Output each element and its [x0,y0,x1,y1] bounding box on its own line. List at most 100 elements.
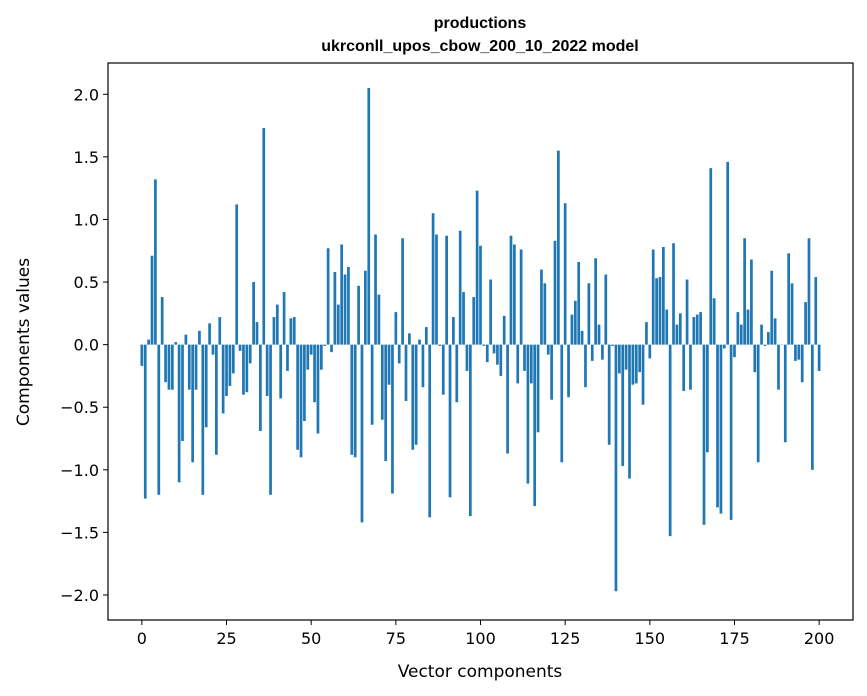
bar [689,344,692,390]
bar [472,297,476,345]
bar [543,283,547,345]
bar [438,344,442,346]
bar [516,344,520,384]
x-tick-label: 150 [635,629,666,648]
y-tick-label: 2.0 [74,85,99,104]
bar [350,344,354,455]
bar [160,297,164,345]
bar [326,248,330,345]
bar [441,344,445,395]
bar [709,168,713,345]
bar [370,344,374,425]
bars-group [140,88,821,592]
bar [624,344,628,370]
bar [580,330,584,345]
bar [760,324,763,345]
bar [621,344,625,467]
bar [557,150,560,345]
bar [540,269,543,345]
bar [692,317,696,345]
bar [668,344,672,537]
bar [533,344,537,507]
bar [479,245,482,345]
bar [468,344,472,517]
bar [506,344,509,454]
bar [485,344,489,363]
bar [770,270,774,345]
bar [336,304,340,345]
bar [766,332,770,345]
bar [154,179,157,345]
x-tick-label: 0 [137,629,147,648]
bar [601,344,604,360]
bar [783,344,787,443]
bar [147,339,150,345]
bar [157,344,161,495]
bar [286,344,289,371]
bar [215,344,218,455]
bar [401,238,404,345]
bar [316,344,320,434]
x-tick-label: 50 [301,629,321,648]
bar [262,128,266,345]
bar [435,234,438,345]
bar [448,344,452,498]
bar [458,230,462,345]
bar [296,344,299,450]
bar [367,88,371,345]
bar [411,344,415,450]
bar [662,247,665,345]
bar [773,318,777,345]
bar [685,279,689,345]
bar [777,344,780,390]
bar [309,344,313,355]
chart-subtitle: ukrconll_upos_cbow_200_10_2022 model [321,38,638,55]
bar [391,344,394,494]
bar [651,249,655,345]
bar [587,283,591,345]
bar [509,235,513,345]
bar [648,344,652,359]
bar [177,344,181,483]
bar [414,344,418,445]
bar [594,258,597,345]
bar [722,344,726,349]
bar [330,344,333,353]
bar [665,309,669,345]
bar [184,334,188,345]
bar [584,344,587,388]
bar [499,344,503,376]
bar [191,344,195,463]
bar [181,344,184,442]
bar [482,344,486,346]
bar [597,324,601,345]
bar [198,330,201,345]
bar [387,344,391,385]
bar [800,344,804,383]
bar [590,344,594,361]
bar [726,161,730,345]
bar [319,344,323,370]
bar [272,317,276,345]
bar [170,344,174,390]
bar [716,344,719,508]
y-tick-label: −2.0 [60,586,99,605]
bar [303,344,306,421]
bar [817,344,821,371]
bar [807,238,811,345]
bar [404,344,408,401]
y-tick-label: −1.5 [60,523,99,542]
bar [380,344,384,420]
bar [204,344,208,428]
bar [252,282,255,345]
bar [455,344,459,403]
bar [208,323,211,345]
y-tick-label: 1.5 [74,148,99,167]
bar [428,344,432,518]
bar [242,344,245,395]
bar [560,344,564,463]
bar [418,339,421,345]
y-axis: −2.0 −1.5 −1.0 −0.5 0.0 0.5 1.0 1.5 2.0 [60,85,108,605]
bar [225,344,228,396]
